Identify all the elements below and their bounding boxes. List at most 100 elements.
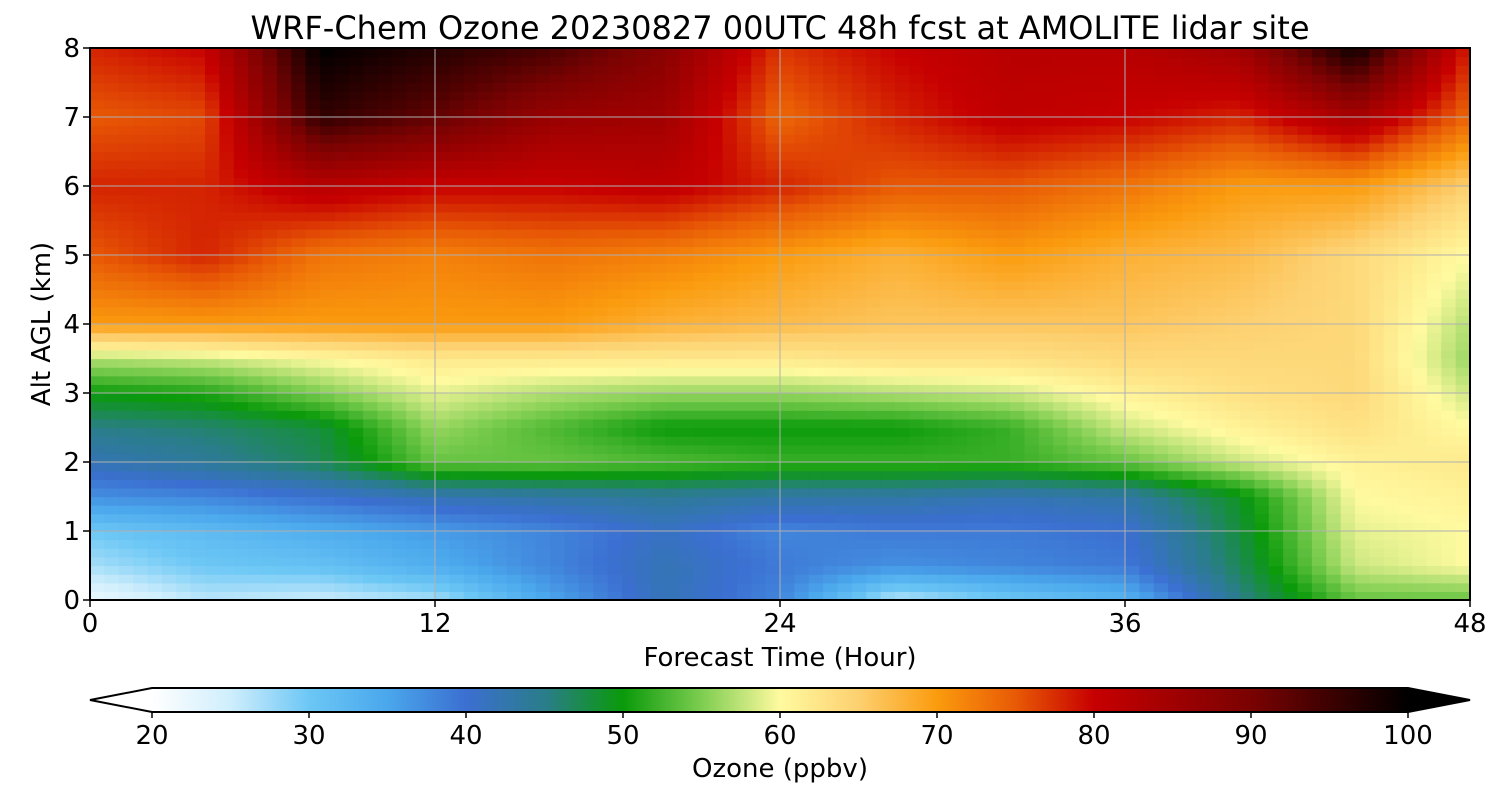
heatmap-cell xyxy=(895,315,910,325)
heatmap-cell xyxy=(593,324,609,334)
heatmap-cell xyxy=(1110,470,1126,480)
heatmap-cell xyxy=(736,349,752,360)
heatmap-cell xyxy=(305,582,321,592)
heatmap-cell xyxy=(765,263,781,273)
heatmap-cell xyxy=(895,246,910,256)
heatmap-cell xyxy=(693,453,709,463)
heatmap-cell xyxy=(607,574,623,584)
heatmap-cell xyxy=(1412,548,1428,558)
heatmap-cell xyxy=(909,436,925,446)
heatmap-cell xyxy=(636,479,652,489)
heatmap-cell xyxy=(363,548,379,558)
heatmap-cell xyxy=(104,142,120,153)
heatmap-cell xyxy=(1297,582,1313,592)
heatmap-cell xyxy=(751,574,767,584)
heatmap-cell xyxy=(161,384,177,394)
heatmap-cell xyxy=(1283,513,1299,523)
heatmap-cell xyxy=(320,453,335,463)
heatmap-cell xyxy=(1053,591,1069,600)
heatmap-cell xyxy=(90,160,105,170)
heatmap-cell xyxy=(1254,367,1270,377)
heatmap-cell xyxy=(679,272,695,282)
heatmap-cell xyxy=(765,315,781,325)
heatmap-cell xyxy=(564,160,580,170)
heatmap-cell xyxy=(104,306,120,316)
heatmap-cell xyxy=(1081,203,1097,213)
heatmap-cell xyxy=(118,246,134,256)
heatmap-cell xyxy=(435,531,450,541)
heatmap-cell xyxy=(1211,574,1227,584)
heatmap-cell xyxy=(1240,263,1255,273)
heatmap-cell xyxy=(808,436,824,446)
heatmap-cell xyxy=(1412,522,1428,532)
heatmap-cell xyxy=(435,289,450,299)
heatmap-cell xyxy=(262,462,278,472)
heatmap-cell xyxy=(1455,522,1470,532)
heatmap-cell xyxy=(420,384,436,394)
heatmap-cell xyxy=(334,487,350,498)
heatmap-cell xyxy=(248,237,264,247)
heatmap-cell xyxy=(1110,505,1126,515)
heatmap-cell xyxy=(966,505,982,515)
heatmap-cell xyxy=(104,531,120,541)
heatmap-cell xyxy=(449,160,465,170)
heatmap-cell xyxy=(808,401,824,411)
heatmap-cell xyxy=(564,384,580,394)
heatmap-cell xyxy=(751,306,767,316)
heatmap-cell xyxy=(1326,548,1342,558)
heatmap-cell xyxy=(1311,574,1327,584)
heatmap-cell xyxy=(463,393,479,403)
heatmap-cell xyxy=(1383,160,1399,170)
heatmap-cell xyxy=(1441,220,1457,230)
heatmap-cell xyxy=(1196,341,1212,351)
heatmap-cell xyxy=(291,211,307,222)
heatmap-cell xyxy=(550,539,565,549)
heatmap-cell xyxy=(276,194,292,204)
heatmap-cell xyxy=(1240,324,1255,334)
heatmap-cell xyxy=(679,255,695,265)
heatmap-cell xyxy=(161,496,177,506)
heatmap-cell xyxy=(291,168,307,178)
heatmap-cell xyxy=(118,375,134,385)
heatmap-cell xyxy=(1139,427,1155,437)
heatmap-cell xyxy=(550,453,565,463)
heatmap-cell xyxy=(161,539,177,549)
heatmap-cell xyxy=(377,427,393,437)
heatmap-cell xyxy=(435,410,450,420)
heatmap-cell xyxy=(348,151,364,161)
heatmap-cell xyxy=(506,203,522,213)
heatmap-cell xyxy=(578,574,594,584)
heatmap-cell xyxy=(161,332,177,342)
heatmap-cell xyxy=(1168,470,1184,480)
heatmap-cell xyxy=(1426,298,1442,308)
heatmap-cell xyxy=(104,496,120,506)
heatmap-cell xyxy=(1326,177,1342,187)
heatmap-cell xyxy=(1053,539,1069,549)
heatmap-cell xyxy=(305,565,321,575)
heatmap-cell xyxy=(938,315,954,325)
heatmap-cell xyxy=(104,255,120,265)
heatmap-cell xyxy=(1268,436,1284,446)
heatmap-cell xyxy=(205,565,220,575)
heatmap-cell xyxy=(909,177,925,187)
heatmap-cell xyxy=(650,229,666,239)
heatmap-cell xyxy=(952,306,968,316)
heatmap-cell xyxy=(1010,556,1025,567)
heatmap-cell xyxy=(636,298,652,308)
heatmap-cell xyxy=(521,151,537,161)
heatmap-cell xyxy=(1283,436,1299,446)
heatmap-cell xyxy=(751,160,767,170)
heatmap-cell xyxy=(1240,574,1255,584)
heatmap-cell xyxy=(966,591,982,600)
heatmap-cell xyxy=(391,367,407,377)
heatmap-cell xyxy=(1024,220,1040,230)
heatmap-cell xyxy=(535,582,551,592)
heatmap-cell xyxy=(1168,487,1184,498)
heatmap-cell xyxy=(133,582,149,592)
heatmap-cell xyxy=(880,332,896,342)
heatmap-cell xyxy=(205,522,220,532)
heatmap-cell xyxy=(981,462,997,472)
heatmap-cell xyxy=(118,151,134,161)
heatmap-cell xyxy=(118,315,134,325)
heatmap-cell xyxy=(320,255,335,265)
